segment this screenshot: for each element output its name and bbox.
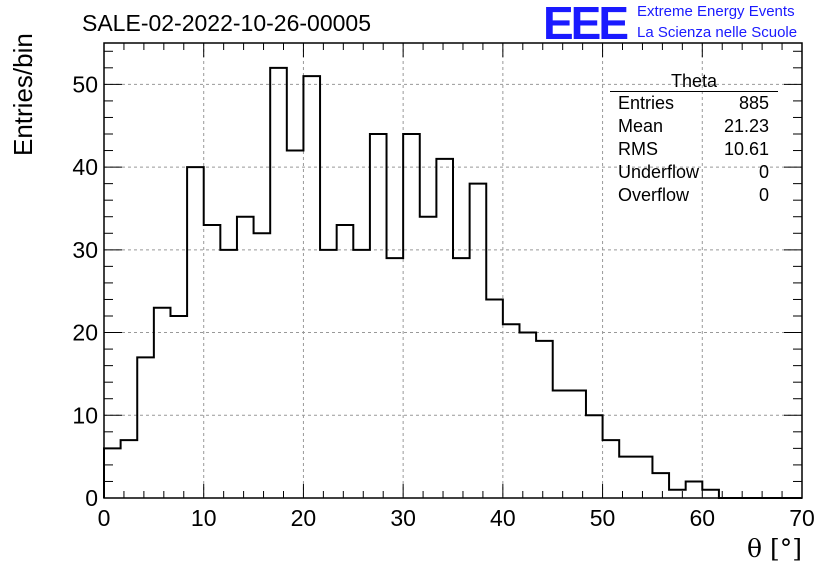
- histogram-bar: [619, 457, 636, 498]
- stats-row-underflow: Underflow 0: [610, 161, 778, 184]
- x-tick-label: 40: [490, 505, 516, 531]
- logo-line-1: Extreme Energy Events: [637, 3, 795, 20]
- stats-label: Overflow: [618, 185, 690, 205]
- histogram-bar: [137, 357, 154, 498]
- y-tick-label: 50: [72, 71, 98, 97]
- histogram-bar: [403, 134, 420, 498]
- histogram-bar: [287, 151, 304, 498]
- histogram-bar: [503, 324, 520, 498]
- y-tick-label: 40: [72, 154, 98, 180]
- stats-value: 0: [758, 185, 769, 205]
- histogram-bar: [370, 134, 387, 498]
- y-tick-label: 20: [72, 320, 98, 346]
- histogram-bar: [204, 225, 221, 498]
- histogram-outline: [103, 66, 803, 499]
- histogram-bar: [237, 217, 254, 498]
- stats-row-rms: RMS 10.61: [610, 138, 778, 161]
- stats-value: 21.23: [723, 116, 769, 136]
- histogram-bar: [702, 490, 719, 498]
- x-tick-label: 70: [789, 505, 815, 531]
- y-axis-label: Entries/bin: [8, 33, 38, 156]
- histogram-bar: [536, 341, 553, 498]
- histogram-bar: [154, 308, 171, 498]
- stats-row-mean: Mean 21.23: [610, 115, 778, 138]
- stats-value: 0: [758, 162, 769, 182]
- histogram-bar: [387, 258, 404, 498]
- histogram-bar: [603, 440, 620, 498]
- histogram-bar: [486, 299, 503, 498]
- histogram-bar: [353, 250, 370, 498]
- plot-frame: [103, 42, 803, 499]
- histogram-bar: [652, 473, 669, 498]
- x-tick-label: 0: [98, 505, 111, 531]
- stats-label: Underflow: [618, 162, 700, 182]
- x-axis-label: θ [°]: [746, 534, 802, 563]
- histogram-bar: [553, 390, 570, 498]
- histogram-bar: [270, 68, 287, 498]
- histogram-bar: [121, 440, 138, 498]
- x-tick-label: 60: [689, 505, 715, 531]
- histogram-bar: [470, 184, 487, 498]
- y-tick-label: 10: [72, 402, 98, 428]
- histogram-bar: [220, 250, 237, 498]
- histogram-bar: [254, 233, 271, 498]
- x-tick-label: 30: [390, 505, 416, 531]
- stats-row-entries: Entries 885: [610, 92, 778, 115]
- histogram-bar: [420, 217, 437, 498]
- histogram-bar: [453, 258, 470, 498]
- stats-label: RMS: [618, 139, 658, 159]
- stats-value: 885: [738, 93, 769, 113]
- chart-title: SALE-02-2022-10-26-00005: [82, 10, 371, 36]
- stats-box: Theta Entries 885 Mean 21.23 RMS 10.61 U…: [610, 71, 778, 207]
- histogram-bar: [669, 490, 686, 498]
- x-tick-label: 20: [291, 505, 317, 531]
- x-tick-label: 50: [590, 505, 616, 531]
- histogram-bar: [636, 457, 653, 498]
- histogram-bar: [303, 76, 320, 498]
- eee-logo: EEE: [543, 0, 629, 49]
- logo-line-2: La Scienza nelle Scuole: [637, 24, 798, 41]
- histogram-bar: [337, 225, 354, 498]
- histogram-bar: [104, 448, 121, 498]
- y-tick-label: 30: [72, 237, 98, 263]
- histogram-bar: [586, 415, 603, 498]
- stats-value: 10.61: [723, 139, 769, 159]
- histogram-bar: [436, 159, 453, 498]
- stats-label: Entries: [618, 93, 675, 113]
- y-tick-label: 0: [85, 485, 98, 511]
- histogram-bar: [170, 316, 187, 498]
- x-tick-label: 10: [191, 505, 217, 531]
- histogram-bar: [569, 390, 586, 498]
- stats-label: Mean: [618, 116, 664, 136]
- histogram-bar: [320, 250, 337, 498]
- stats-row-overflow: Overflow 0: [610, 184, 778, 207]
- histogram-bar: [519, 333, 536, 498]
- histogram-bar: [686, 481, 703, 498]
- stats-title: Theta: [610, 71, 778, 92]
